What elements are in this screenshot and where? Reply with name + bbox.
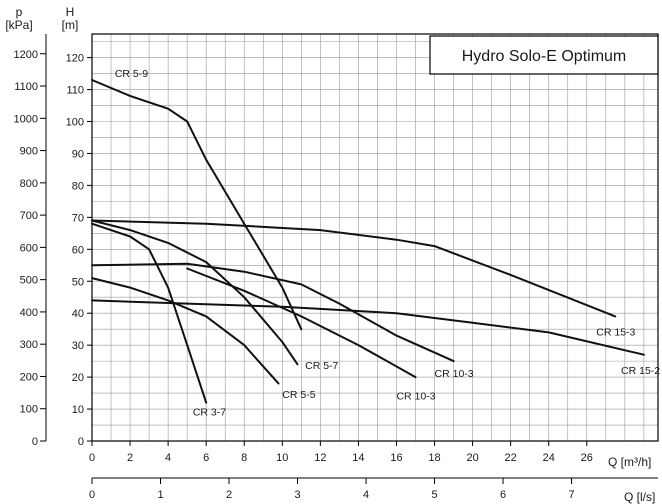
curve-cr-5-5 [91,277,280,385]
q-ls-tick-label: 6 [500,489,506,501]
p-tick-label: 700 [20,210,38,222]
plot-frame [91,33,659,442]
p-tick-label: 200 [20,371,38,383]
q-m3h-tick-label: 8 [241,452,247,464]
h-tick-label: 40 [72,308,84,320]
p-tick-label: 800 [20,178,38,190]
p-tick-label: 500 [20,275,38,287]
q-m3h-tick-label: 10 [276,452,288,464]
h-axis-unit: [m] [62,18,79,32]
curve-cr-3-7 [91,222,208,404]
chart-title: Hydro Solo-E Optimum [462,48,627,65]
q-ls-axis-label: Q [l/s] [624,490,655,504]
q-m3h-tick-label: 2 [127,452,133,464]
p-tick-label: 600 [20,242,38,254]
h-tick-label: 90 [72,148,84,160]
q-ls-tick-label: 3 [294,489,300,501]
q-m3h-tick-label: 16 [390,452,402,464]
curves [91,79,645,404]
curve-label: CR 5-5 [282,389,315,401]
h-tick-label: 80 [72,180,84,192]
h-tick-label: 30 [72,340,84,352]
q-m3h-tick-label: 26 [581,452,593,464]
curve-label: CR 3-7 [193,406,226,418]
curve-cr-10-3 [186,267,417,379]
curve-cr-5-7 [91,219,299,366]
p-tick-label: 1100 [14,81,38,93]
q-m3h-tick-label: 14 [352,452,364,464]
p-tick-label: 900 [20,146,38,158]
h-tick-label: 120 [66,53,84,65]
p-tick-label: 1200 [14,49,38,61]
p-tick-label: 1000 [14,113,38,125]
grid [92,34,658,441]
curve-cr-15-3 [91,219,617,318]
curve-label: CR 5-9 [115,68,148,80]
curve-cr-10-3 [91,262,455,363]
h-tick-label: 10 [72,404,84,416]
q-m3h-tick-label: 12 [314,452,326,464]
q-m3h-tick-label: 22 [505,452,517,464]
h-axis-symbol: H [66,5,75,19]
curve-cr-15-2 [91,299,645,356]
h-tick-label: 0 [78,436,84,448]
q-ls-tick-label: 1 [157,489,163,501]
curve-labels: CR 5-9 CR 5-7 CR 5-5 CR 3-7 CR 10-3CR 10-3 CR… [115,68,660,419]
curve-label: CR 10-3 [396,390,435,402]
h-tick-label: 60 [72,244,84,256]
q-ls-tick-label: 0 [89,489,95,501]
q-m3h-tick-label: 6 [203,452,209,464]
h-tick-label: 100 [66,117,84,129]
q-ls-tick-label: 7 [568,489,574,501]
p-tick-label: 400 [20,307,38,319]
h-tick-label: 70 [72,212,84,224]
q-m3h-tick-label: 20 [466,452,478,464]
q-m3h-tick-label: 0 [89,452,95,464]
q-ls-tick-label: 4 [363,489,369,501]
p-axis-unit: [kPa] [5,18,32,32]
title-box: Hydro Solo-E Optimum [429,35,659,75]
q-ls-tick-label: 5 [431,489,437,501]
q-m3h-tick-label: 18 [428,452,440,464]
axes: 0102030405060708090100110120010020030040… [14,33,659,501]
curve-label: CR 10-3 [435,368,474,380]
p-tick-label: 300 [20,339,38,351]
q-m3h-axis-label: Q [m³/h] [608,455,651,469]
q-m3h-tick-label: 4 [165,452,171,464]
p-tick-label: 0 [32,436,38,448]
h-tick-label: 110 [66,85,84,97]
q-ls-tick-label: 2 [226,489,232,501]
q-m3h-tick-label: 24 [543,452,555,464]
p-tick-label: 100 [20,404,38,416]
curve-label: CR 5-7 [305,360,338,372]
curve-cr-5-9 [91,79,303,331]
curve-label: CR 15-2 [621,365,660,377]
curve-label: CR 15-3 [596,327,635,339]
h-tick-label: 50 [72,276,84,288]
h-tick-label: 20 [72,372,84,384]
p-axis-symbol: p [16,5,23,19]
